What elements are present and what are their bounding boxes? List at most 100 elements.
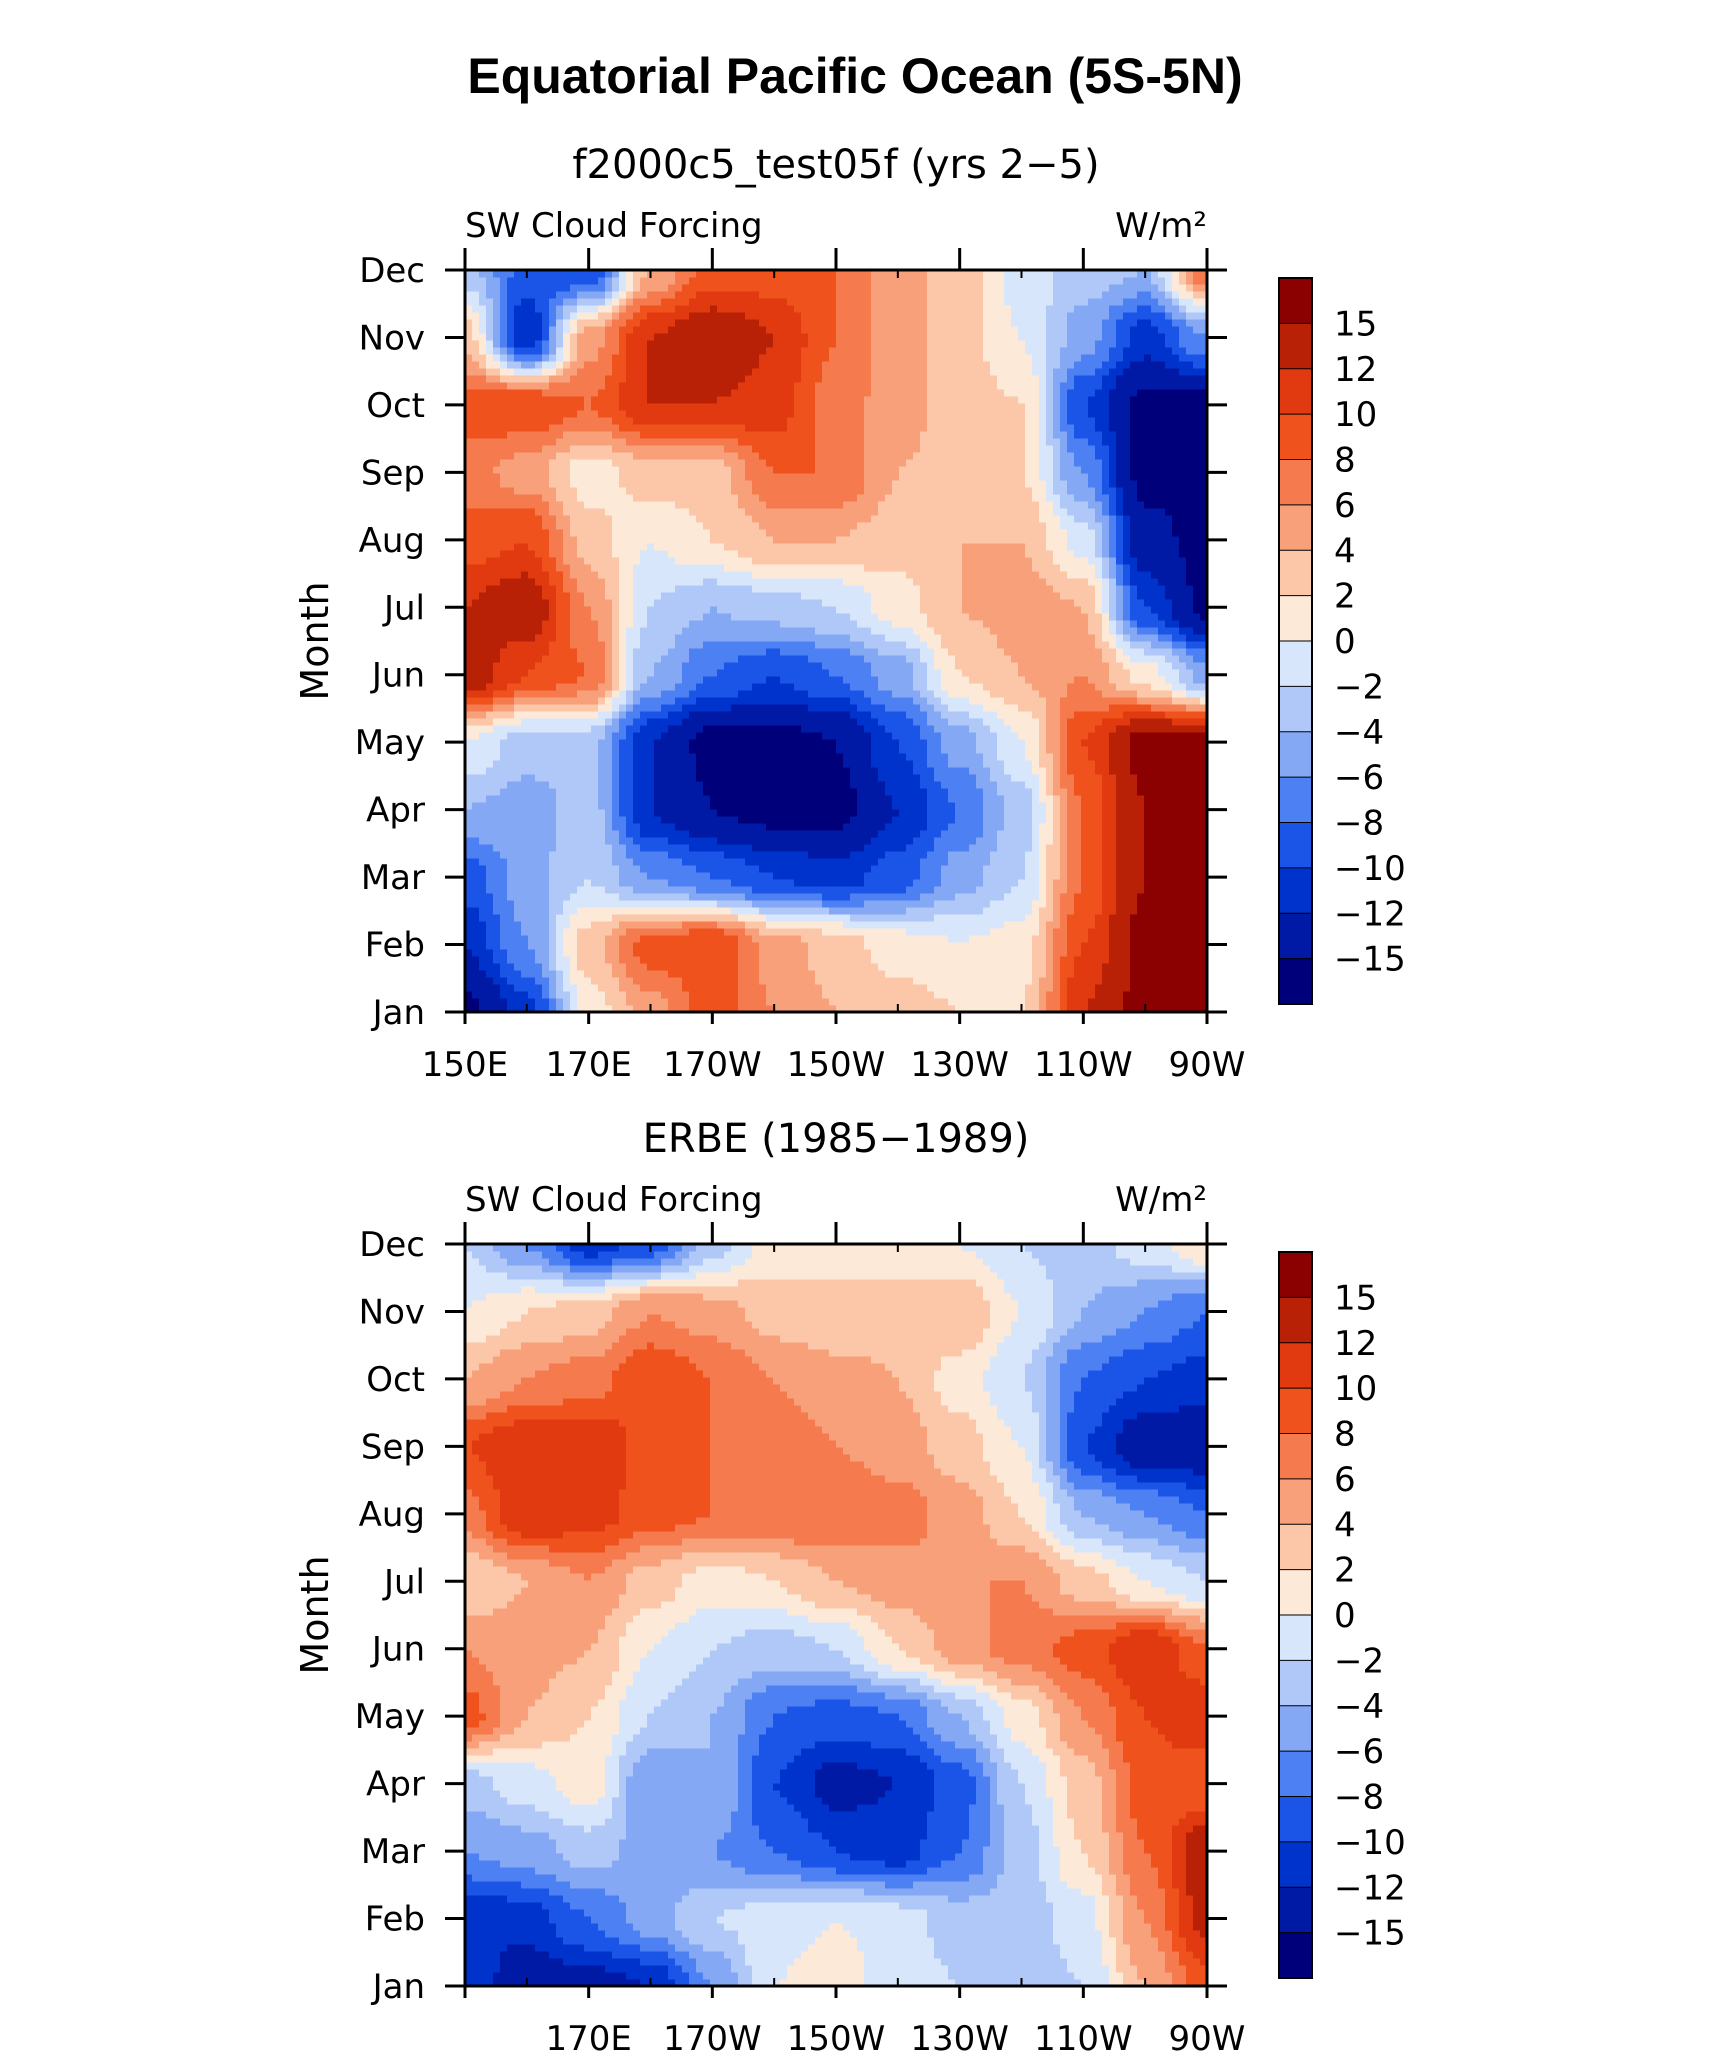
heatmap-cell [752,704,760,712]
heatmap-cell [850,711,858,719]
heatmap-cell [647,907,655,915]
heatmap-cell [472,886,480,894]
heatmap-cell [822,725,830,733]
heatmap-cell [710,998,718,1006]
heatmap-cell [626,928,634,936]
heatmap-cell [703,830,711,838]
heatmap-cell [1151,893,1159,901]
heatmap-cell [556,998,564,1006]
heatmap-cell [787,788,795,796]
heatmap-cell [1172,851,1180,859]
heatmap-cell [955,788,963,796]
heatmap-cell [976,844,984,852]
heatmap-cell [472,991,480,999]
heatmap-cell [1025,725,1033,733]
heatmap-cell [745,802,753,810]
heatmap-cell [738,963,746,971]
heatmap-cell [864,690,872,698]
heatmap-cell [913,767,921,775]
heatmap-cell [878,977,886,985]
heatmap-cell [1081,802,1089,810]
heatmap-cell [703,907,711,915]
heatmap-cell [752,998,760,1006]
heatmap-cell [1137,725,1145,733]
heatmap-cell [556,683,564,691]
heatmap-cell [871,900,879,908]
heatmap-cell [528,907,536,915]
heatmap-cell [724,879,732,887]
heatmap-cell [1186,949,1194,957]
heatmap-cell [1102,711,1110,719]
heatmap-cell [535,690,543,698]
heatmap-cell [1046,809,1054,817]
heatmap-cell [920,1005,928,1013]
heatmap-cell [906,879,914,887]
heatmap-cell [808,886,816,894]
heatmap-cell [941,928,949,936]
heatmap-cell [766,942,774,950]
heatmap-cell [780,767,788,775]
heatmap-cell [570,977,578,985]
heatmap-cell [801,690,809,698]
heatmap-cell [829,991,837,999]
heatmap-cell [899,956,907,964]
heatmap-cell [780,984,788,992]
heatmap-cell [885,879,893,887]
heatmap-cell [829,739,837,747]
heatmap-cell [1032,921,1040,929]
heatmap-cell [535,963,543,971]
heatmap-cell [1046,774,1054,782]
heatmap-cell [1137,704,1145,712]
heatmap-cell [1039,886,1047,894]
heatmap-cell [822,697,830,705]
heatmap-cell [1011,998,1019,1006]
heatmap-cell [1046,781,1054,789]
heatmap-cell [507,823,515,831]
heatmap-cell [1193,837,1201,845]
heatmap-cell [1186,760,1194,768]
heatmap-cell [1067,844,1075,852]
heatmap-cell [878,935,886,943]
heatmap-cell [752,683,760,691]
heatmap-cell [934,746,942,754]
heatmap-cell [675,914,683,922]
heatmap-cell [857,942,865,950]
heatmap-cell [626,830,634,838]
heatmap-cell [563,977,571,985]
heatmap-cell [605,732,613,740]
heatmap-cell [850,956,858,964]
heatmap-cell [1102,816,1110,824]
heatmap-cell [1018,998,1026,1006]
heatmap-cell [1179,795,1187,803]
heatmap-cell [1165,690,1173,698]
heatmap-cell [787,704,795,712]
heatmap-cell [808,837,816,845]
heatmap-cell [941,732,949,740]
heatmap-cell [990,809,998,817]
heatmap-cell [773,697,781,705]
heatmap-cell [654,977,662,985]
heatmap-cell [668,991,676,999]
heatmap-cell [1011,977,1019,985]
heatmap-cell [808,893,816,901]
heatmap-cell [675,851,683,859]
heatmap-cell [598,872,606,880]
heatmap-cell [1179,893,1187,901]
heatmap-cell [1032,1005,1040,1013]
heatmap-cell [1095,718,1103,726]
heatmap-cell [654,774,662,782]
heatmap-cell [514,879,522,887]
heatmap-cell [927,767,935,775]
heatmap-cell [514,893,522,901]
heatmap-cell [745,774,753,782]
heatmap-cell [689,914,697,922]
heatmap-cell [962,886,970,894]
heatmap-cell [500,816,508,824]
heatmap-cell [542,907,550,915]
heatmap-cell [1165,907,1173,915]
heatmap-cell [976,942,984,950]
heatmap-cell [556,837,564,845]
heatmap-cell [794,900,802,908]
heatmap-cell [969,858,977,866]
heatmap-cell [808,753,816,761]
